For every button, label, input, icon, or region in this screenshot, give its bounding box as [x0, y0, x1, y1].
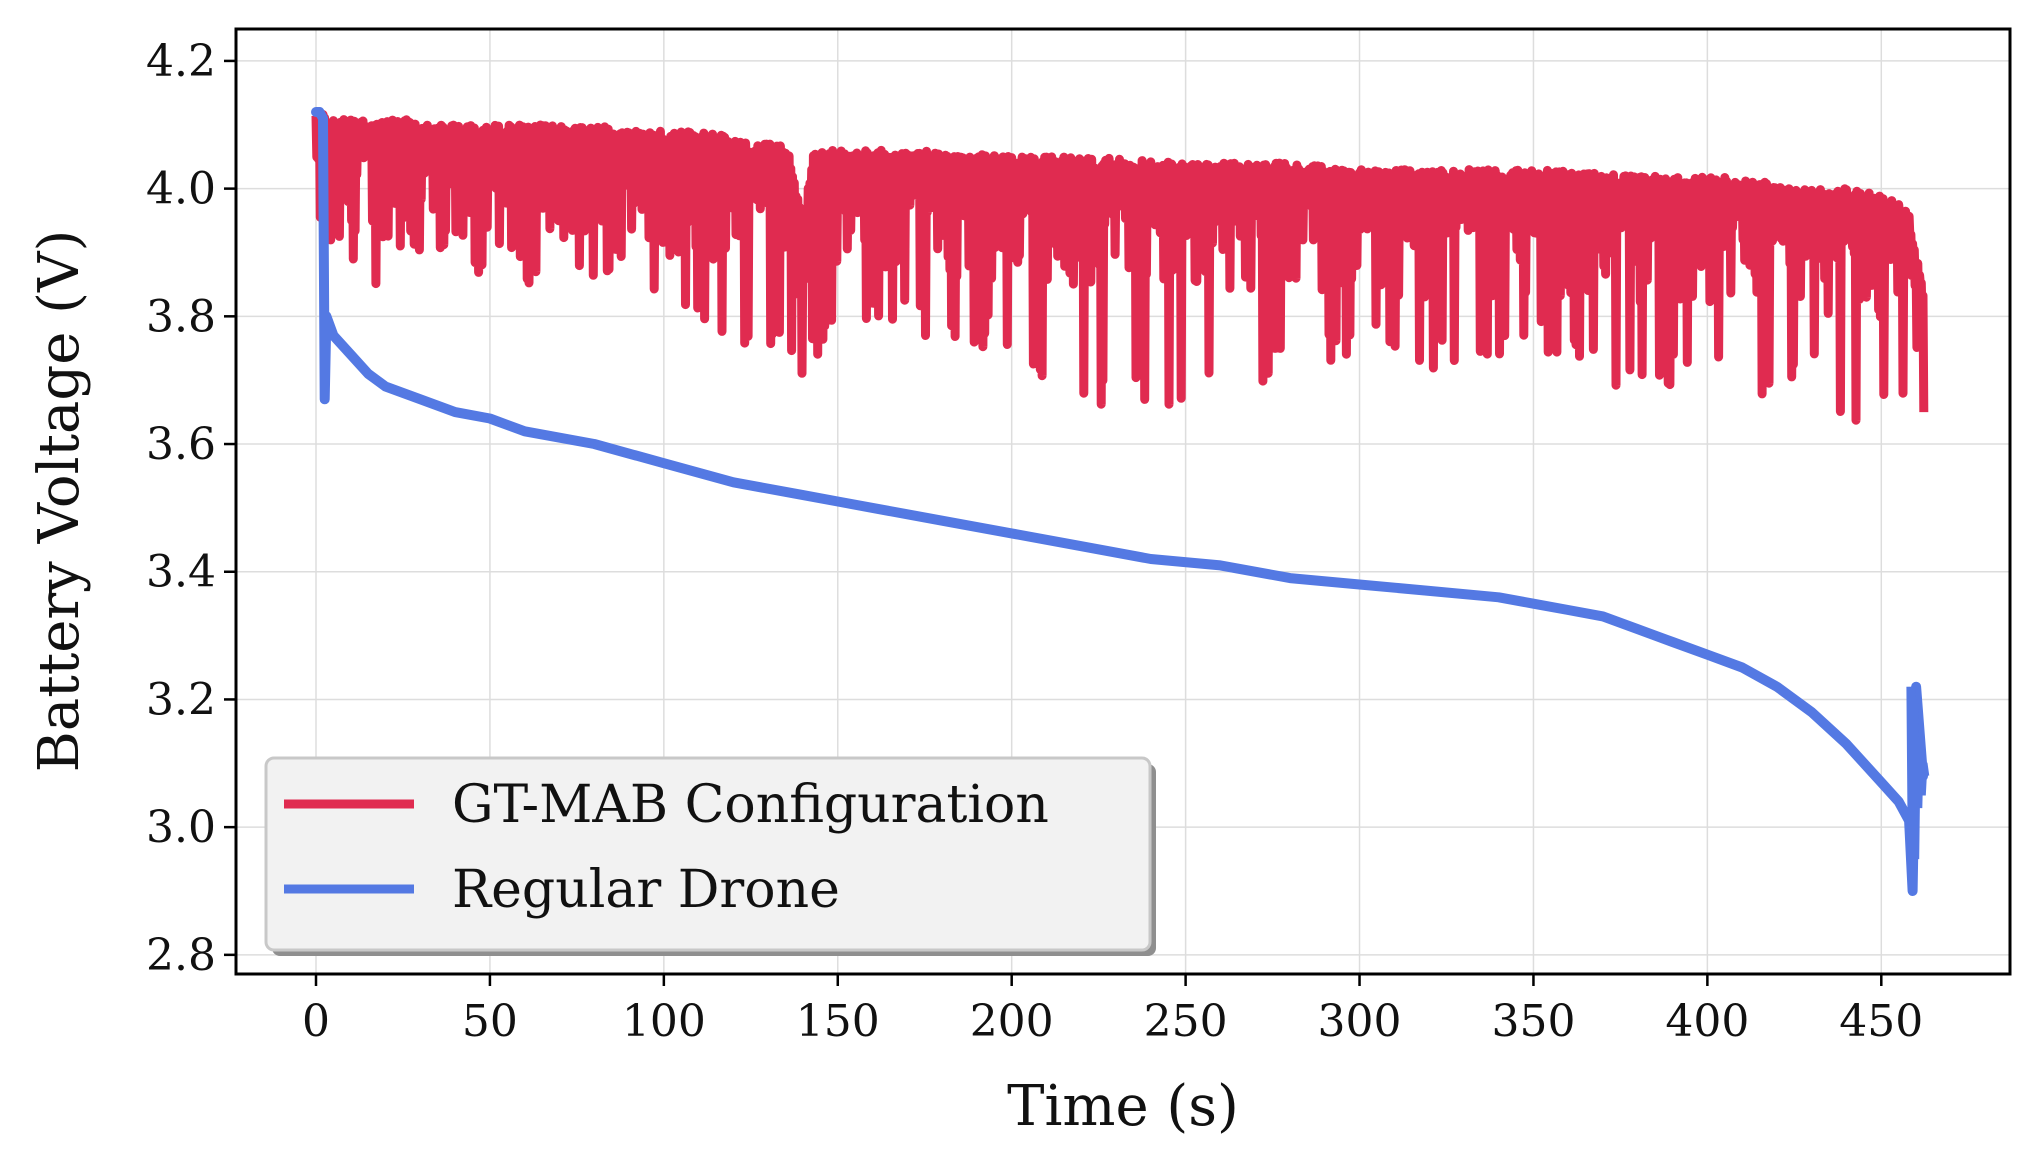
- legend-box: [264, 756, 1152, 952]
- x-tick-label: 450: [1839, 996, 1923, 1047]
- x-tick-label: 100: [622, 996, 706, 1047]
- legend-label-gt-mab: GT-MAB Configuration: [452, 775, 1049, 835]
- legend: GT-MAB Configuration Regular Drone: [264, 756, 1156, 956]
- legend-label-regular-drone: Regular Drone: [452, 860, 840, 920]
- x-tick-label: 200: [970, 996, 1054, 1047]
- x-axis-label: Time (s): [1007, 1074, 1239, 1139]
- y-tick-label: 3.2: [146, 674, 216, 725]
- x-tick-label: 250: [1144, 996, 1228, 1047]
- y-tick-label: 3.8: [146, 291, 216, 342]
- series-line-gt-mab: [311, 110, 1929, 425]
- plot-series: [311, 107, 1930, 896]
- x-axis-ticks: 0 50 100 150 200 250 300 350 400 450: [302, 974, 1923, 1047]
- x-tick-label: 0: [302, 996, 330, 1047]
- series-line-regular-drone: [311, 107, 1928, 896]
- y-tick-label: 3.6: [146, 419, 216, 470]
- series-end-oscillation-regular-drone: [1906, 686, 1930, 892]
- y-axis-label: Battery Voltage (V): [27, 230, 92, 773]
- plot-frame: [234, 27, 2012, 976]
- y-tick-label: 4.2: [146, 36, 216, 87]
- y-tick-label: 3.4: [146, 547, 216, 598]
- y-tick-label: 3.0: [146, 802, 216, 853]
- x-tick-label: 50: [462, 996, 518, 1047]
- x-tick-label: 300: [1318, 996, 1402, 1047]
- x-tick-label: 350: [1491, 996, 1575, 1047]
- x-tick-label: 400: [1665, 996, 1749, 1047]
- y-tick-label: 4.0: [146, 164, 216, 215]
- y-tick-label: 2.8: [146, 930, 216, 981]
- y-axis-ticks: 2.8 3.0 3.2 3.4 3.6 3.8 4.0 4.2: [146, 36, 236, 981]
- x-tick-label: 150: [796, 996, 880, 1047]
